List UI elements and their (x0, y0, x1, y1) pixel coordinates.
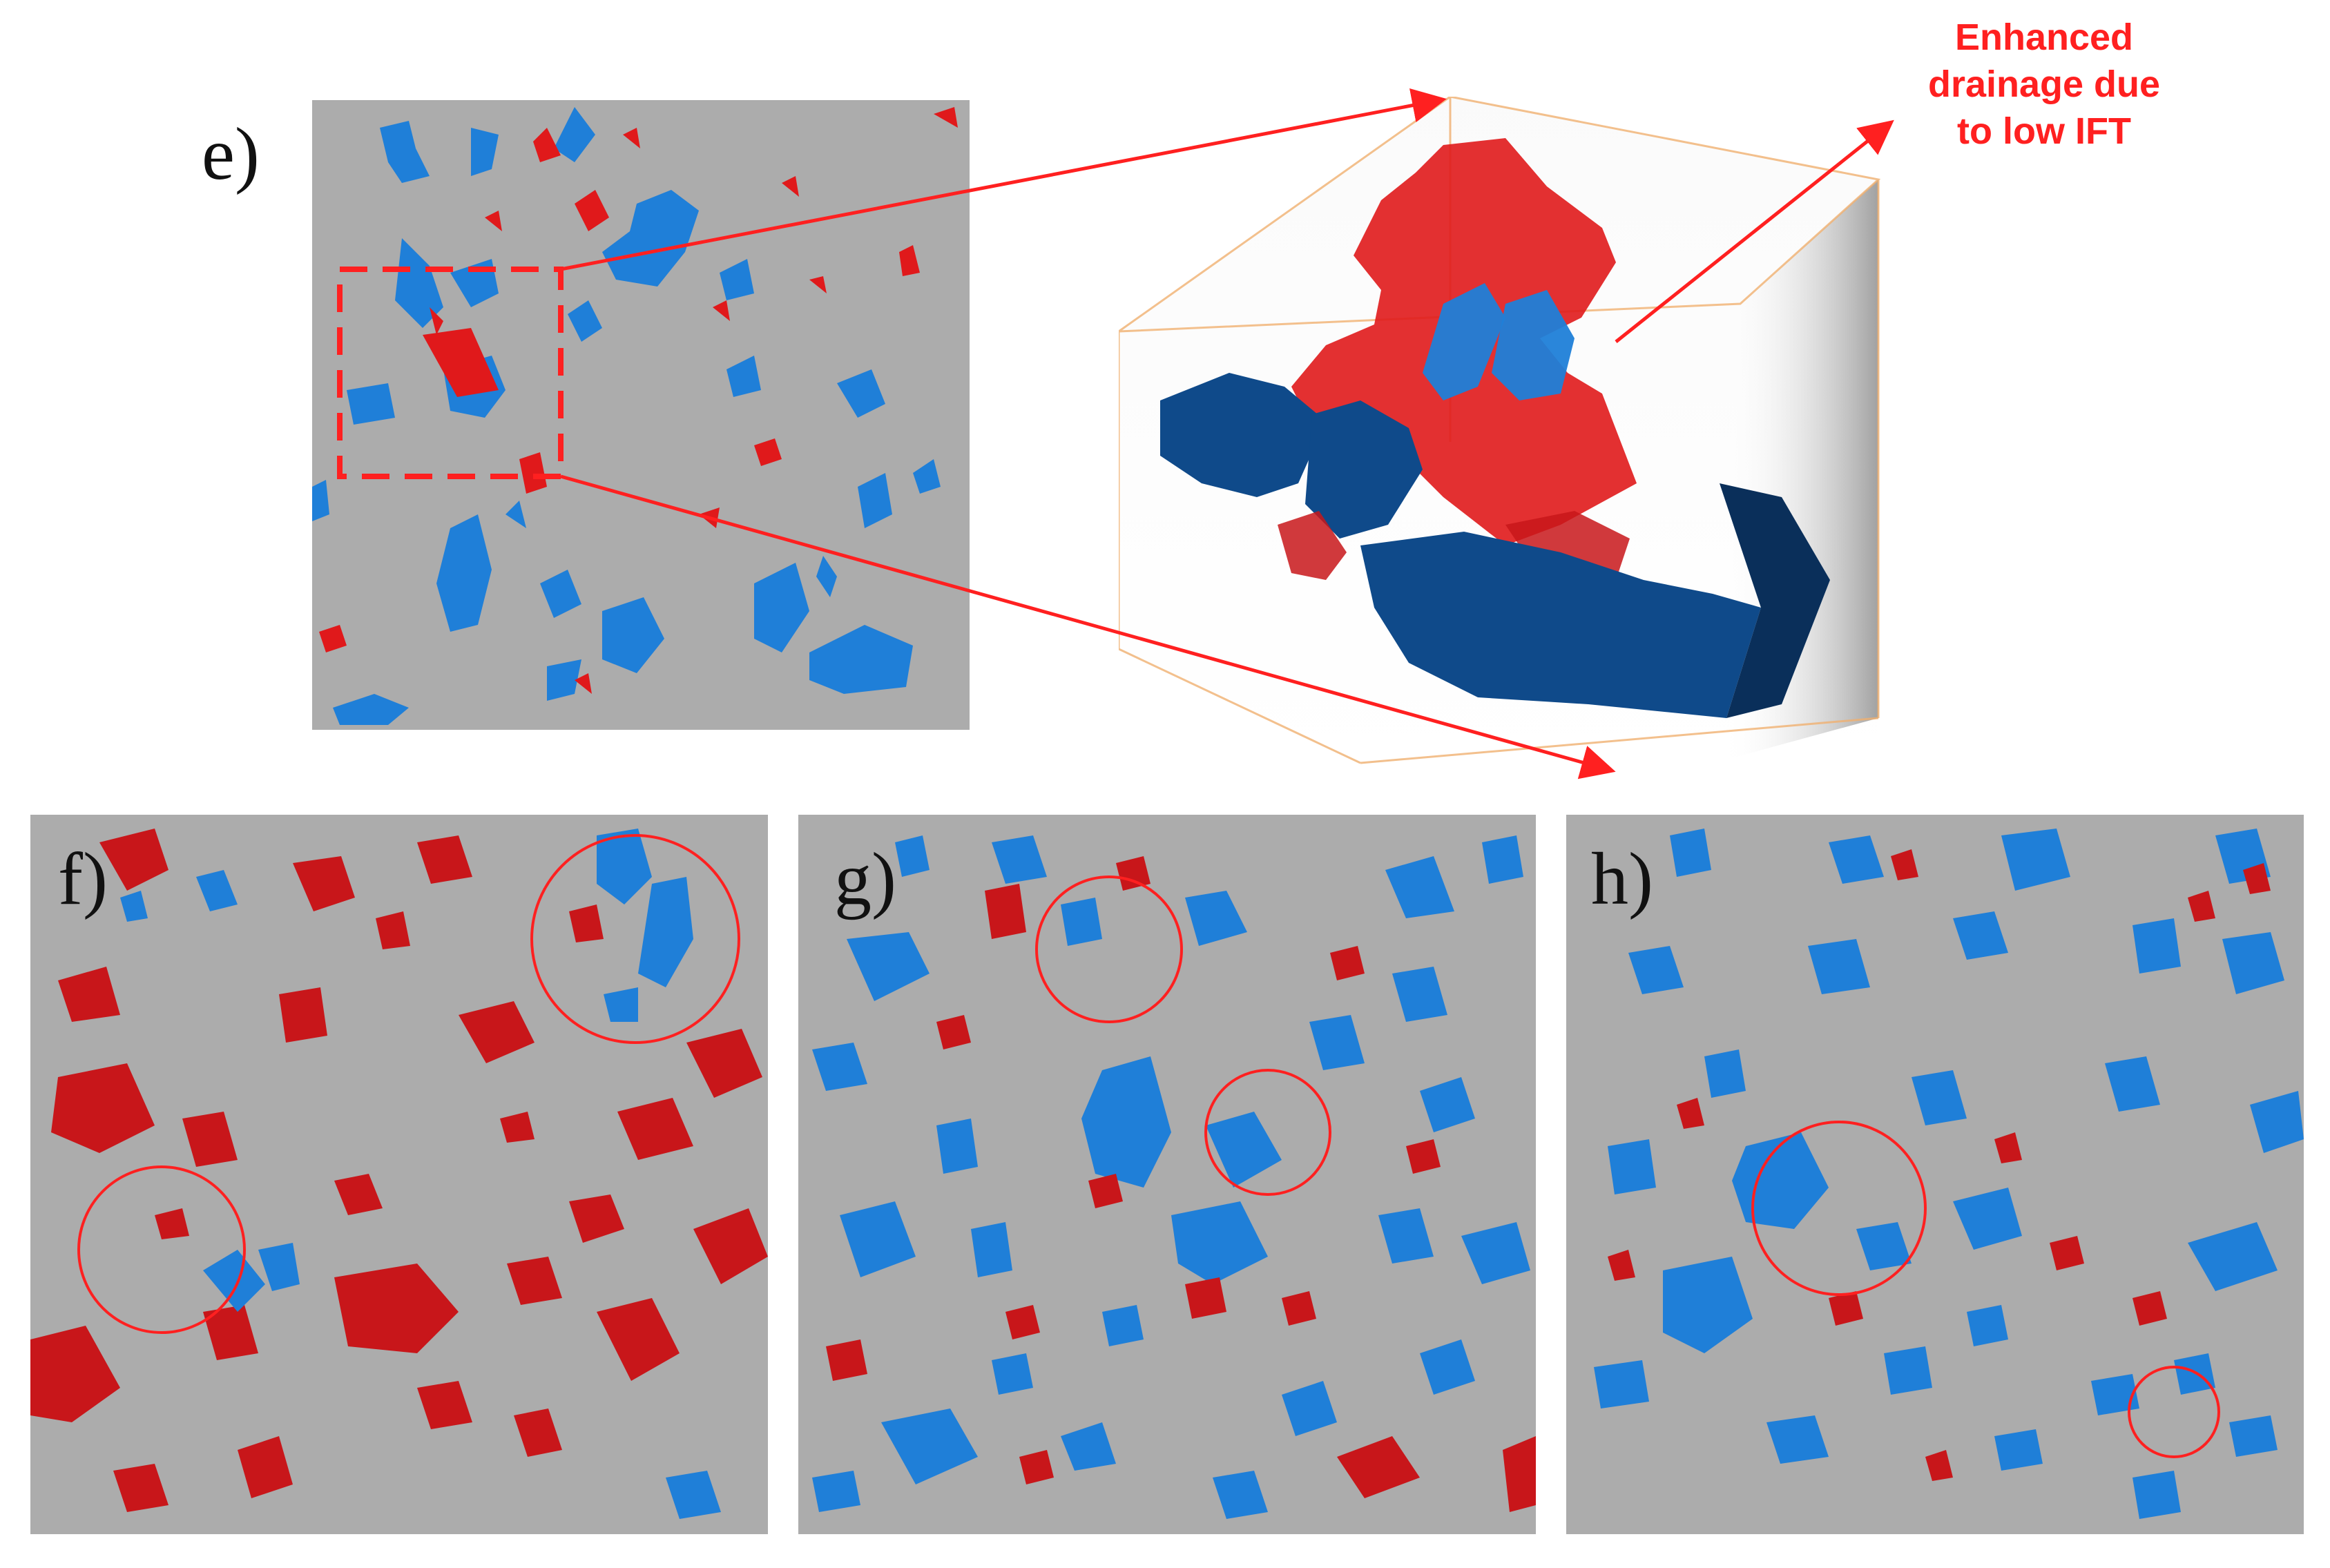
panel-e-image (312, 100, 970, 730)
highlight-circle (530, 834, 740, 1044)
panel-g-image: g) (798, 815, 1536, 1534)
highlight-circle (2128, 1366, 2220, 1458)
panel-label-f: f) (58, 838, 108, 920)
pore-3d-rendering (1117, 95, 1899, 773)
panel-label-e: e) (202, 113, 260, 195)
highlight-circle (1751, 1121, 1927, 1296)
panel-f-image: f) (30, 815, 768, 1534)
zoom-region-box (337, 267, 564, 479)
drainage-callout: Enhanced drainage due to low IFT (1927, 17, 2161, 152)
panel-g-pore-map (812, 835, 1536, 1519)
panel-label-g: g) (834, 838, 896, 920)
panel-label-h: h) (1591, 838, 1653, 920)
panel-f-pore-map (30, 829, 768, 1519)
panel-e-pore-map (312, 107, 958, 725)
highlight-circle (1204, 1069, 1331, 1196)
highlight-circle (77, 1165, 246, 1334)
highlight-circle (1035, 875, 1183, 1023)
panel-h-image: h) (1566, 815, 2304, 1534)
panel-h-pore-map (1594, 829, 2304, 1519)
